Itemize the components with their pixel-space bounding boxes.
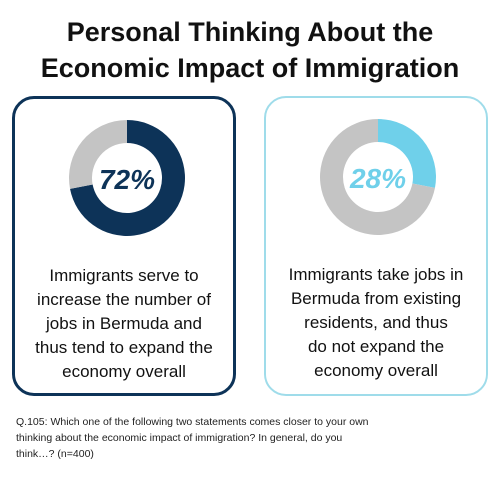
card-description-left: Immigrants serve to increase the number … <box>15 264 233 384</box>
donut-chart-left: 72% <box>69 120 185 236</box>
donut-slice-other <box>320 119 435 235</box>
title-line-1: Personal Thinking About the <box>66 17 434 47</box>
desc-line: economy overall <box>314 361 438 380</box>
desc-line: jobs in Bermuda and <box>46 314 202 333</box>
footnote-line-1: Q.105: Which one of the following two st… <box>16 416 369 428</box>
title-line-2: Economic Impact of Immigration <box>40 53 460 83</box>
donut-chart-right: 28% <box>320 119 436 235</box>
desc-line: increase the number of <box>37 290 211 309</box>
donut-slice-other <box>69 120 127 189</box>
desc-line: economy overall <box>62 362 186 381</box>
card-increase-jobs: 72% Immigrants serve to increase the num… <box>12 96 236 396</box>
donut-slices-left <box>69 120 185 236</box>
donut-slices-right <box>320 119 436 235</box>
footnote-line-2: thinking about the economic impact of im… <box>16 432 343 444</box>
footnote-line-3: think…? (n=400) <box>16 448 94 460</box>
card-take-jobs: 28% Immigrants take jobs in Bermuda from… <box>264 96 488 396</box>
desc-line: Immigrants serve to <box>49 266 199 285</box>
donut-slice-main <box>378 119 436 188</box>
desc-line: Bermuda from existing <box>290 289 462 308</box>
desc-line: do not expand the <box>307 337 445 356</box>
desc-line: residents, and thus <box>304 313 448 332</box>
percent-label-right: 28% <box>349 163 406 194</box>
desc-line: thus tend to expand the <box>35 338 213 357</box>
chart-title: Personal Thinking About the Economic Imp… <box>0 14 500 86</box>
donut-slice-main <box>70 120 185 236</box>
survey-question-footnote: Q.105: Which one of the following two st… <box>16 414 490 462</box>
card-description-right: Immigrants take jobs in Bermuda from exi… <box>266 263 486 383</box>
desc-line: Immigrants take jobs in <box>288 265 464 284</box>
percent-label-left: 72% <box>99 164 155 195</box>
